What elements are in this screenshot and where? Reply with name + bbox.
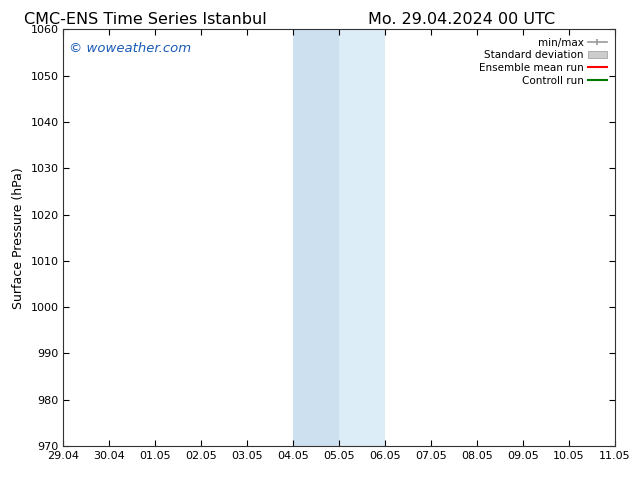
Text: CMC-ENS Time Series Istanbul: CMC-ENS Time Series Istanbul <box>23 12 266 27</box>
Legend: min/max, Standard deviation, Ensemble mean run, Controll run: min/max, Standard deviation, Ensemble me… <box>476 35 610 89</box>
Y-axis label: Surface Pressure (hPa): Surface Pressure (hPa) <box>12 167 25 309</box>
Text: © woweather.com: © woweather.com <box>69 42 191 55</box>
Bar <box>293 29 339 446</box>
Bar <box>339 29 385 446</box>
Text: Mo. 29.04.2024 00 UTC: Mo. 29.04.2024 00 UTC <box>368 12 555 27</box>
